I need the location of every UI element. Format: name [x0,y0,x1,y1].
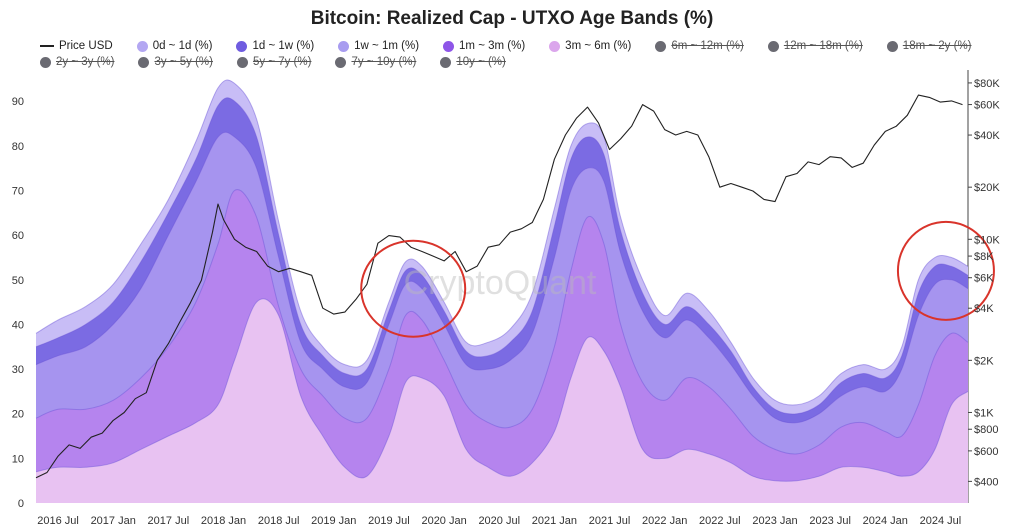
legend-label: 1w ~ 1m (%) [354,40,420,52]
chart-title: Bitcoin: Realized Cap - UTXO Age Bands (… [310,8,714,29]
y-left-tick-label: 20 [12,409,24,421]
x-tick-label: 2016 Jul [37,515,79,527]
y-left-tick-label: 90 [12,96,24,108]
chart-legend: Price USD 0d ~ 1d (%) 1d ~ 1w (%) 1w ~ 1m (… [40,40,1020,68]
x-tick-label: 2021 Jan [532,515,577,527]
legend-dot-icon [338,40,350,52]
legend-label: 5y ~ 7y (%) [252,56,312,68]
series-edge-4 [35,298,969,482]
x-tick-label: 2020 Jul [478,515,520,527]
y-right-tick-label: $6K [974,273,994,285]
series-edge-1 [35,97,969,415]
chart-plot: CryptoQuant 0 10 20 30 40 50 60 70 80 90 $400 $600 $8… [12,70,1000,527]
legend-item-6[interactable]: 6m ~ 12m (%) [655,40,744,52]
legend-label: Price USD [59,40,113,52]
x-tick-label: 2017 Jul [148,515,190,527]
legend-item-13[interactable]: 10y ~ (%) [440,56,506,68]
legend-label: 6m ~ 12m (%) [671,40,744,52]
legend-dot-icon [236,40,248,52]
y-left-tick-label: 50 [12,275,24,287]
watermark-text: CryptoQuant [404,264,597,302]
y-right-tick-label: $800 [974,424,998,436]
y-right-tick-label: $400 [974,476,998,488]
y-right-tick-label: $10K [974,234,1000,246]
highlight-circle-2024 [896,220,995,321]
legend-label: 1m ~ 3m (%) [459,40,526,52]
legend-dot-icon [655,40,667,52]
legend-label: 3y ~ 5y (%) [154,56,213,68]
legend-item-4[interactable]: 1m ~ 3m (%) [443,40,525,52]
y-left-tick-label: 80 [12,141,24,153]
y-right-tick-label: $60K [974,100,1000,112]
y-left-tick-label: 60 [12,230,24,242]
x-tick-label: 2024 Jul [920,515,962,527]
legend-label: 2y ~ 3y (%) [56,56,115,68]
y-right-tick-label: $1K [974,407,994,419]
series-area-4 [36,298,968,503]
x-tick-label: 2022 Jan [642,515,687,527]
legend-dot-icon [767,40,779,52]
legend-dot-icon [886,40,898,52]
x-tick-label: 2018 Jul [258,515,300,527]
x-tick-label: 2019 Jul [368,515,410,527]
highlight-circle-2019 [360,239,467,338]
legend-label: 10y ~ (%) [456,56,506,68]
y-left-tick-label: 70 [12,186,24,198]
legend-dot-icon [549,40,561,52]
series-edge-2 [35,131,969,424]
x-tick-label: 2022 Jul [699,515,741,527]
y-left-tick-label: 30 [12,364,24,376]
legend-label: 3m ~ 6m (%) [565,40,632,52]
legend-item-12[interactable]: 7y ~ 10y (%) [335,56,416,68]
y-right-tick-label: $80K [974,78,1000,90]
legend-dot-icon [136,40,148,52]
x-tick-label: 2024 Jan [863,515,908,527]
legend-item-7[interactable]: 12m ~ 18m (%) [767,40,863,52]
legend-label: 1d ~ 1w (%) [252,40,315,52]
legend-dot-icon [236,56,248,68]
legend-dot-icon [443,40,455,52]
legend-dot-icon [440,56,452,68]
price-line [35,94,963,479]
legend-item-10[interactable]: 3y ~ 5y (%) [138,56,213,68]
legend-dot-icon [138,56,150,68]
legend-item-8[interactable]: 18m ~ 2y (%) [886,40,972,52]
x-tick-label: 2019 Jan [311,515,356,527]
legend-item-3[interactable]: 1w ~ 1m (%) [338,40,419,52]
x-tick-label: 2023 Jul [809,515,851,527]
y-left-tick-label: 0 [18,498,24,510]
legend-label: 0d ~ 1d (%) [152,40,213,52]
x-tick-label: 2021 Jul [589,515,631,527]
legend-line-icon [40,45,54,47]
legend-dot-icon [40,56,51,68]
y-right-tick-label: $20K [974,182,1000,194]
legend-item-1[interactable]: 0d ~ 1d (%) [136,40,213,52]
y-right-tick-label: $2K [974,355,994,367]
y-right-tick-label: $600 [974,446,998,458]
legend-item-11[interactable]: 5y ~ 7y (%) [236,56,312,68]
x-tick-label: 2023 Jan [752,515,797,527]
legend-dot-icon [335,56,347,68]
legend-label: 18m ~ 2y (%) [902,40,972,52]
legend-label: 12m ~ 18m (%) [783,40,863,52]
x-tick-label: 2017 Jan [91,515,136,527]
legend-item-5[interactable]: 3m ~ 6m (%) [549,40,631,52]
series-edge-0 [35,79,969,406]
y-left-tick-label: 10 [12,453,24,465]
y-right-tick-label: $40K [974,130,1000,142]
legend-item-2[interactable]: 1d ~ 1w (%) [236,40,314,52]
y-right-tick-label: $4K [974,303,994,315]
legend-item-0[interactable]: Price USD [40,40,113,52]
y-right-tick-label: $8K [974,251,994,263]
x-tick-label: 2020 Jan [421,515,466,527]
x-tick-label: 2018 Jan [201,515,246,527]
series-edge-3 [35,189,969,455]
legend-item-9[interactable]: 2y ~ 3y (%) [40,56,114,68]
legend-label: 7y ~ 10y (%) [351,56,417,68]
y-left-tick-label: 40 [12,319,24,331]
